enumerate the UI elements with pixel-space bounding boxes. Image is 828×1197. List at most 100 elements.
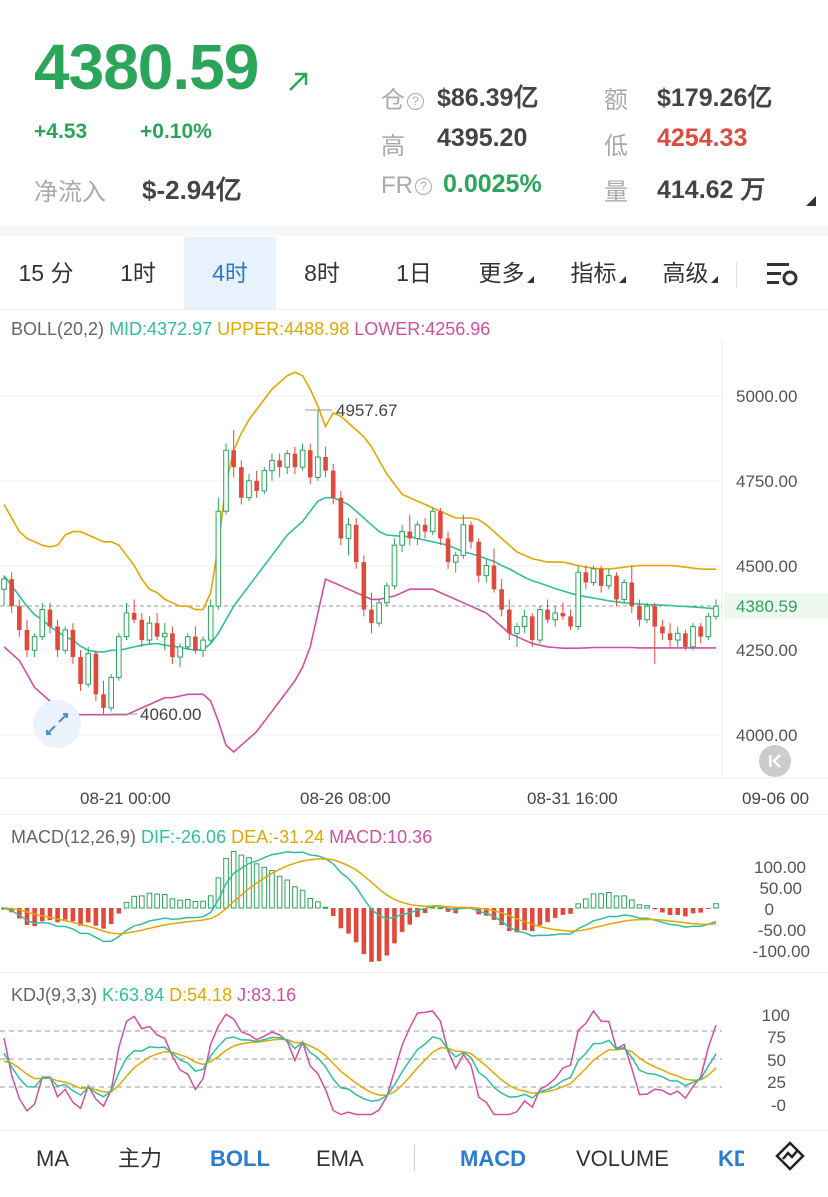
tab-advanced[interactable]: 高级 bbox=[644, 237, 736, 309]
macd-bar bbox=[177, 899, 183, 909]
boll-upper: UPPER:4488.98 bbox=[217, 319, 350, 339]
candle-body bbox=[85, 653, 92, 685]
expand-corner-icon[interactable] bbox=[806, 196, 816, 206]
macd-bar bbox=[284, 879, 291, 909]
scroll-to-latest-button[interactable] bbox=[759, 745, 791, 777]
candle-body bbox=[170, 633, 175, 658]
funding-rate-value: 0.0025% bbox=[443, 170, 542, 198]
candle-body bbox=[24, 629, 30, 651]
low-label: 低 bbox=[604, 133, 628, 160]
macd-bar bbox=[552, 908, 558, 918]
macd-bar bbox=[522, 908, 527, 931]
price-change: +4.53 bbox=[34, 120, 88, 143]
chart-settings-icon[interactable] bbox=[765, 260, 799, 288]
candle-body bbox=[683, 633, 688, 647]
macd-legend: MACD(12,26,9) DIF:-26.06 DEA:-31.24 MACD:10… bbox=[11, 827, 437, 848]
macd-bar bbox=[545, 908, 550, 923]
tab-8h[interactable]: 8时 bbox=[304, 260, 340, 286]
high-label: 高 bbox=[381, 133, 405, 160]
candle-body bbox=[161, 632, 168, 638]
candle-body bbox=[621, 581, 627, 600]
indicator-boll[interactable]: BOLL bbox=[210, 1146, 270, 1171]
tabs-divider bbox=[0, 309, 828, 310]
indicator-main-force[interactable]: 主力 bbox=[118, 1146, 163, 1171]
macd-bar bbox=[184, 899, 191, 909]
candle-body bbox=[231, 450, 236, 468]
funding-rate-label: FR? bbox=[381, 172, 432, 200]
interval-tabs: 15 分 1时 4时 8时 1日 更多 指标 高级 bbox=[0, 237, 828, 309]
candle-body bbox=[445, 538, 451, 563]
candle-body bbox=[101, 694, 106, 708]
candle-body bbox=[277, 460, 282, 468]
tab-1d[interactable]: 1日 bbox=[396, 260, 432, 286]
macd-bar bbox=[353, 908, 359, 943]
price-tick: 4000.00 bbox=[736, 726, 797, 745]
macd-bar bbox=[384, 908, 390, 956]
macd-bar bbox=[238, 854, 245, 909]
macd-bar bbox=[123, 901, 130, 909]
candle-body bbox=[330, 470, 336, 498]
macd-bar bbox=[146, 892, 153, 909]
macd-bar bbox=[78, 908, 83, 926]
candle-body bbox=[9, 579, 14, 607]
candle-body bbox=[353, 524, 359, 563]
macd-bar bbox=[484, 908, 489, 916]
boll-lower-line bbox=[3, 577, 716, 754]
macd-bar bbox=[39, 908, 45, 922]
candle-body bbox=[269, 459, 275, 472]
price-chart[interactable]: 4957.67 4060.00 5000.00 4750.00 4500.00 … bbox=[0, 340, 828, 810]
help-icon[interactable]: ? bbox=[407, 93, 424, 110]
high-marker: 4957.67 bbox=[336, 401, 397, 420]
indicator-kdj[interactable]: KD bbox=[718, 1146, 744, 1171]
boll-lower: LOWER:4256.96 bbox=[354, 319, 491, 339]
macd-bar bbox=[698, 908, 703, 913]
macd-bar bbox=[660, 908, 665, 913]
candle-body bbox=[338, 497, 344, 539]
time-tick: 08-21 00:00 bbox=[80, 789, 171, 808]
tab-indicators[interactable]: 指标 bbox=[552, 237, 644, 309]
macd-bar bbox=[70, 908, 76, 922]
indicator-macd[interactable]: MACD bbox=[460, 1146, 526, 1171]
macd-bar bbox=[24, 908, 30, 926]
macd-bar bbox=[537, 908, 543, 926]
candle-body bbox=[521, 615, 528, 628]
macd-bar bbox=[299, 889, 306, 909]
candle-body bbox=[108, 676, 114, 709]
tab-4h[interactable]: 4时 bbox=[184, 237, 276, 309]
macd-name: MACD(12,26,9) bbox=[11, 827, 137, 847]
amount-value: $179.26亿 bbox=[657, 84, 773, 112]
tab-more[interactable]: 更多 bbox=[460, 237, 552, 309]
macd-bar bbox=[506, 908, 512, 932]
candle-body bbox=[568, 616, 573, 627]
candle-body bbox=[660, 626, 665, 634]
chart-draw-icon[interactable] bbox=[775, 1141, 805, 1171]
indicator-ema[interactable]: EMA bbox=[316, 1146, 364, 1171]
candle-body bbox=[652, 606, 658, 627]
macd-bar bbox=[399, 908, 405, 932]
candle-body bbox=[476, 541, 481, 576]
macd-bar bbox=[322, 906, 329, 909]
candle-body bbox=[39, 609, 46, 638]
kdj-j: J:83.16 bbox=[237, 985, 297, 1005]
indicator-volume[interactable]: VOLUME bbox=[576, 1146, 669, 1171]
time-tick: 08-31 16:00 bbox=[527, 789, 618, 808]
tab-1h[interactable]: 1时 bbox=[120, 260, 156, 286]
price-axis: 5000.00 4750.00 4500.00 4250.00 4000.00 … bbox=[724, 387, 828, 745]
macd-chart[interactable]: 100.00 50.00 0 -50.00 -100.00 bbox=[0, 848, 828, 968]
macd-bar bbox=[713, 903, 719, 909]
candle-body bbox=[369, 609, 374, 624]
candle-body bbox=[407, 531, 413, 539]
candle-body bbox=[537, 609, 543, 641]
macd-tick: 50.00 bbox=[759, 879, 802, 898]
fullscreen-button[interactable] bbox=[33, 700, 81, 748]
candle-body bbox=[116, 636, 122, 678]
kdj-chart[interactable]: 100 75 50 25 -0 bbox=[0, 1003, 828, 1128]
candle-body bbox=[376, 602, 382, 624]
indicator-ma[interactable]: MA bbox=[36, 1146, 69, 1171]
tab-15m[interactable]: 15 分 bbox=[18, 260, 74, 286]
position-label: 仓? bbox=[381, 80, 424, 115]
help-icon[interactable]: ? bbox=[415, 178, 432, 195]
candle-body bbox=[292, 453, 298, 468]
candle-body bbox=[598, 568, 604, 586]
chart-grid bbox=[0, 340, 828, 779]
